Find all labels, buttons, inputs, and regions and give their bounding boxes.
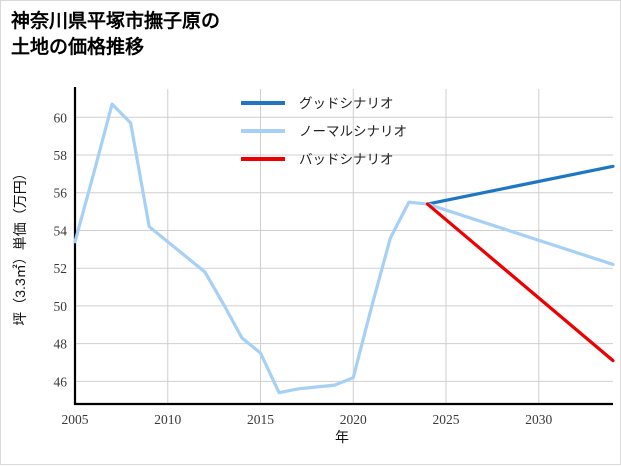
y-tick-label: 60 — [54, 110, 68, 125]
y-tick-label: 52 — [54, 261, 68, 276]
y-axis-tick-labels: 46 48 50 52 54 56 58 60 — [54, 110, 68, 389]
x-tick-label: 2030 — [525, 412, 552, 427]
y-tick-label: 56 — [54, 186, 68, 201]
x-tick-label: 2020 — [340, 412, 367, 427]
series-line-ノーマルシナリオ — [73, 102, 615, 395]
y-tick-label: 46 — [54, 374, 68, 389]
x-tick-label: 2010 — [154, 412, 181, 427]
legend-label-0: グッドシナリオ — [299, 96, 394, 111]
x-axis-title: 年 — [335, 429, 349, 445]
x-tick-label: 2025 — [433, 412, 460, 427]
x-axis-tick-labels: 2005 2010 2015 2020 2025 2030 — [62, 412, 553, 427]
x-tick-label: 2015 — [247, 412, 274, 427]
page-title: 神奈川県平塚市撫子原の 土地の価格推移 — [11, 11, 221, 58]
axis-lines — [73, 87, 613, 406]
y-tick-label: 58 — [54, 148, 68, 163]
y-tick-label: 48 — [54, 337, 68, 352]
grid-lines — [74, 89, 613, 404]
legend-label-1: ノーマルシナリオ — [299, 124, 407, 139]
x-tick-label: 2005 — [62, 412, 89, 427]
series-line-バッドシナリオ — [425, 202, 615, 363]
y-tick-label: 54 — [54, 223, 68, 238]
data-series-group — [73, 102, 615, 395]
legend-label-2: バッドシナリオ — [299, 152, 394, 167]
y-tick-label: 50 — [54, 299, 68, 314]
axis-spine — [73, 87, 613, 406]
y-axis-title: 坪（3.3㎡）単価（万円） — [12, 166, 28, 325]
series-line-グッドシナリオ — [425, 164, 615, 206]
